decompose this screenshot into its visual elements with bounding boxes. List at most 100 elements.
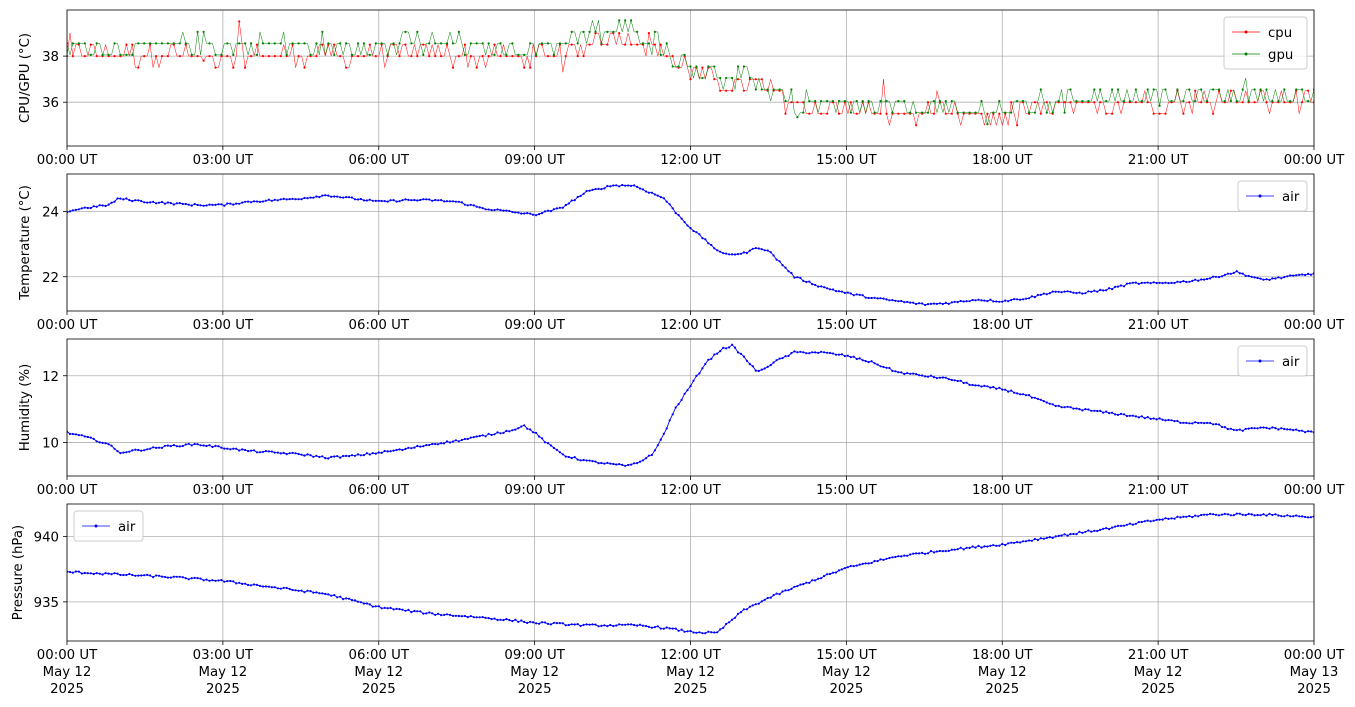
data-point — [867, 100, 870, 103]
legend-marker — [1258, 194, 1262, 198]
data-point — [1283, 101, 1286, 104]
data-point — [983, 384, 986, 387]
data-point — [1200, 513, 1203, 517]
data-point — [336, 195, 339, 198]
data-point — [261, 450, 265, 453]
data-point — [1155, 518, 1158, 522]
data-point — [155, 574, 158, 577]
data-point — [196, 443, 199, 446]
data-point — [695, 65, 698, 68]
data-point — [826, 112, 829, 115]
data-point — [1066, 290, 1069, 293]
data-point — [897, 371, 900, 374]
data-point — [594, 460, 597, 463]
data-point — [187, 203, 190, 206]
data-point — [273, 198, 276, 201]
data-point — [983, 545, 986, 548]
data-point — [223, 580, 226, 583]
data-point — [968, 546, 971, 550]
data-point — [882, 558, 885, 562]
data-point — [74, 433, 77, 436]
data-point — [1214, 513, 1218, 516]
data-point — [1051, 290, 1054, 293]
data-point — [1016, 541, 1019, 544]
data-point — [1268, 512, 1271, 515]
data-point — [932, 302, 936, 305]
data-point — [410, 199, 413, 202]
data-point — [297, 452, 300, 456]
data-point — [558, 42, 562, 45]
data-point — [457, 200, 460, 203]
y-axis-label: Humidity (%) — [18, 364, 33, 452]
data-point — [1185, 515, 1188, 518]
data-point — [621, 183, 624, 187]
data-point — [971, 383, 974, 387]
data-point — [255, 43, 259, 46]
data-point — [858, 293, 861, 296]
data-point — [944, 100, 947, 103]
data-point — [579, 624, 582, 628]
data-point — [653, 30, 657, 33]
x-tick-date: May 12 — [1134, 665, 1183, 680]
data-point — [377, 451, 380, 454]
data-point — [974, 299, 977, 302]
data-point — [1283, 427, 1286, 431]
data-point — [1182, 100, 1185, 103]
data-point — [1241, 513, 1244, 516]
data-point — [149, 447, 152, 450]
data-point — [1271, 426, 1274, 429]
data-point — [627, 463, 630, 467]
data-point — [781, 590, 784, 593]
data-point — [956, 379, 959, 383]
data-point — [229, 202, 232, 205]
data-point — [603, 462, 606, 465]
data-point — [261, 585, 265, 588]
x-tick-year: 2025 — [50, 682, 84, 697]
data-point — [380, 607, 383, 610]
data-point — [469, 55, 472, 58]
data-point — [211, 203, 214, 206]
data-point — [555, 622, 559, 625]
data-point — [1226, 513, 1229, 516]
data-point — [1286, 275, 1289, 278]
data-point — [443, 442, 446, 445]
data-point — [451, 42, 455, 45]
data-point — [1286, 428, 1289, 431]
data-point — [1229, 427, 1232, 430]
data-point — [728, 346, 731, 349]
data-point — [1244, 274, 1247, 277]
data-point — [733, 253, 737, 256]
data-point — [769, 364, 772, 367]
data-point — [760, 248, 763, 251]
data-point — [110, 444, 113, 447]
data-point — [199, 444, 202, 447]
data-point — [137, 574, 140, 577]
data-point — [695, 631, 698, 634]
data-point — [1217, 88, 1221, 91]
data-point — [852, 294, 855, 297]
data-point — [92, 205, 95, 208]
data-point — [258, 200, 262, 203]
data-point — [959, 379, 962, 382]
data-point — [77, 570, 80, 573]
data-point — [345, 597, 348, 600]
data-point — [508, 430, 511, 433]
data-point — [944, 112, 947, 115]
data-point — [1069, 533, 1072, 536]
data-point — [175, 202, 178, 205]
data-point — [793, 276, 796, 279]
data-point — [306, 453, 309, 456]
data-point — [763, 249, 766, 252]
data-point — [784, 355, 787, 358]
data-point — [107, 53, 110, 57]
data-point — [1229, 100, 1232, 103]
data-point — [731, 253, 734, 256]
data-point — [190, 577, 193, 580]
data-point — [140, 574, 143, 577]
data-point — [989, 544, 992, 547]
data-point — [128, 572, 131, 576]
data-point — [1039, 537, 1042, 540]
data-point — [1042, 292, 1045, 295]
data-point — [689, 65, 692, 68]
